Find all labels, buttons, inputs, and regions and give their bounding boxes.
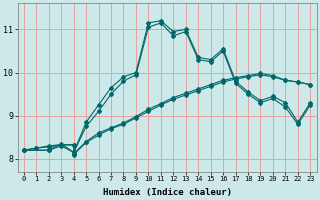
- X-axis label: Humidex (Indice chaleur): Humidex (Indice chaleur): [103, 188, 232, 197]
